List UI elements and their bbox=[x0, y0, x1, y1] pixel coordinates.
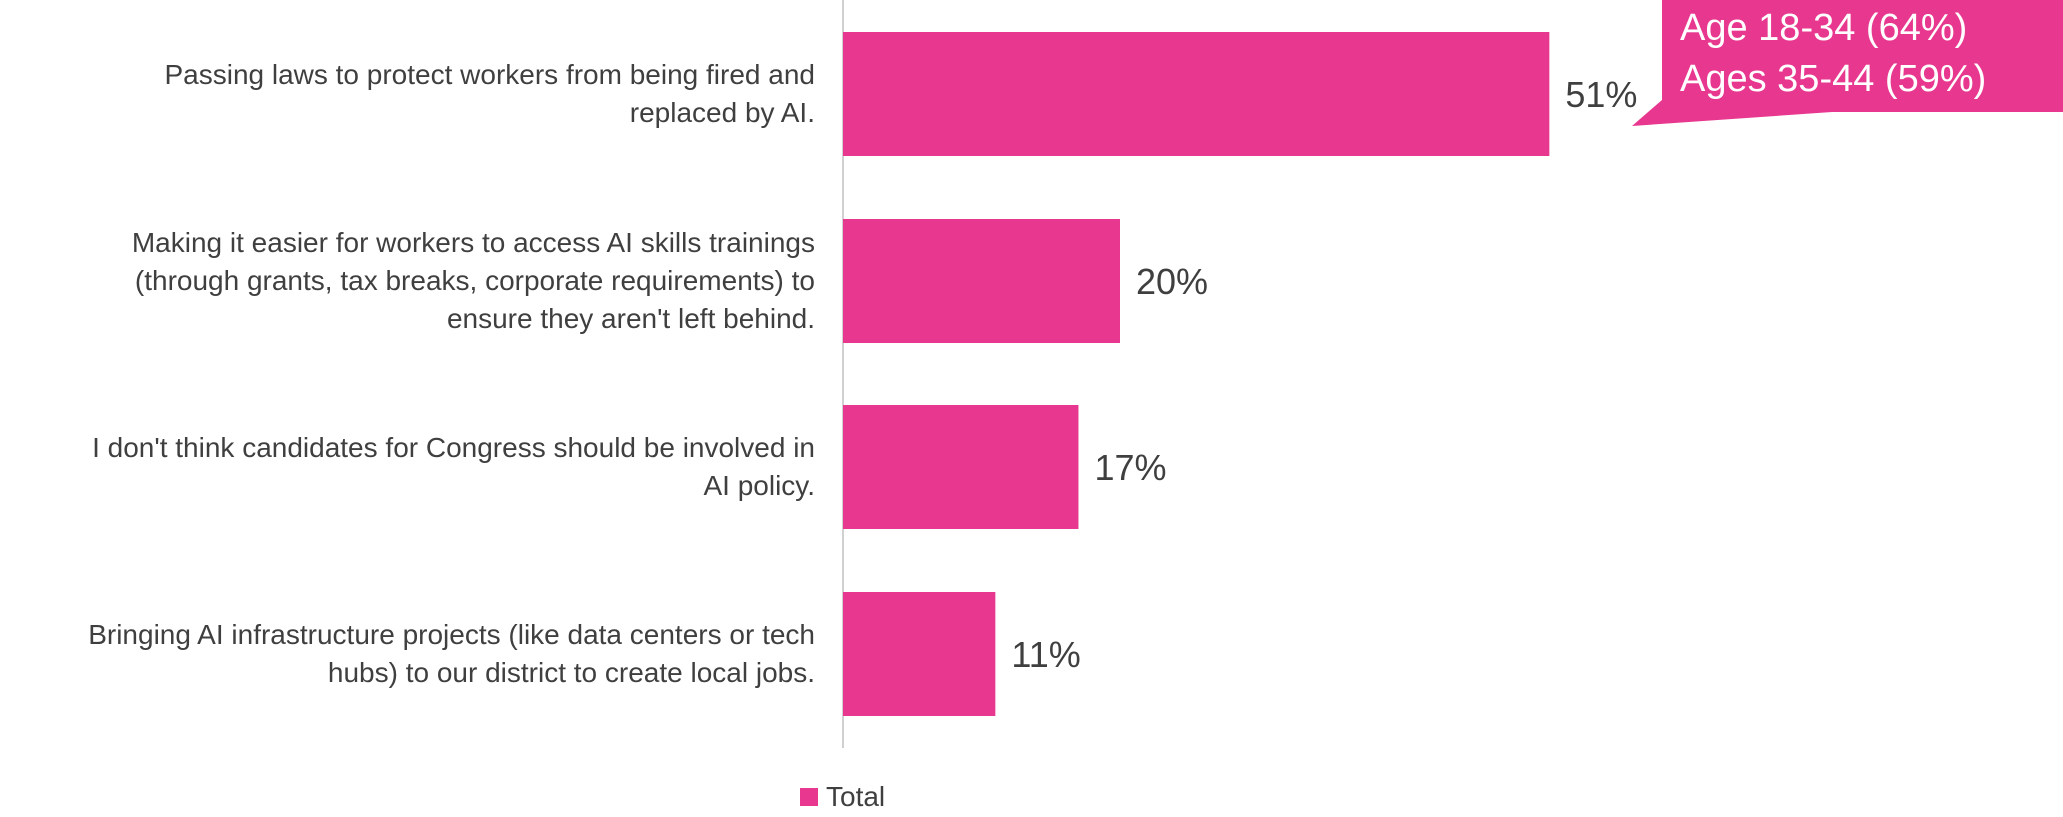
category-label: I don't think candidates for Congress sh… bbox=[0, 429, 815, 505]
data-label: 17% bbox=[1094, 447, 1166, 488]
category-label-line: hubs) to our district to create local jo… bbox=[327, 657, 815, 688]
category-label: Bringing AI infrastructure projects (lik… bbox=[0, 616, 815, 692]
bar bbox=[843, 219, 1120, 343]
data-label: 11% bbox=[1011, 634, 1080, 675]
category-label: Passing laws to protect workers from bei… bbox=[0, 56, 815, 132]
callout-pointer bbox=[1632, 100, 1832, 126]
category-label-line: AI policy. bbox=[703, 470, 815, 501]
category-label-line: Passing laws to protect workers from bei… bbox=[164, 59, 815, 90]
bar bbox=[843, 592, 996, 716]
category-label: Making it easier for workers to access A… bbox=[0, 224, 815, 338]
legend-swatch bbox=[800, 788, 818, 806]
legend-label: Total bbox=[826, 781, 886, 812]
category-label-line: I don't think candidates for Congress sh… bbox=[92, 432, 815, 463]
category-label-line: Bringing AI infrastructure projects (lik… bbox=[88, 619, 815, 650]
legend: Total bbox=[800, 781, 885, 813]
callout-line: Ages 35-44 (59%) bbox=[1680, 58, 1987, 100]
bar bbox=[843, 32, 1550, 156]
callout-line: Age 18-34 (64%) bbox=[1680, 7, 1968, 49]
data-label: 20% bbox=[1136, 261, 1208, 302]
category-label-line: Making it easier for workers to access A… bbox=[131, 227, 815, 258]
category-label-line: ensure they aren't left behind. bbox=[446, 303, 815, 334]
category-label-line: (through grants, tax breaks, corporate r… bbox=[134, 265, 815, 296]
category-label-line: replaced by AI. bbox=[629, 97, 815, 128]
data-label: 51% bbox=[1565, 74, 1637, 115]
bar bbox=[843, 405, 1079, 529]
callout-box bbox=[1662, 0, 2063, 112]
